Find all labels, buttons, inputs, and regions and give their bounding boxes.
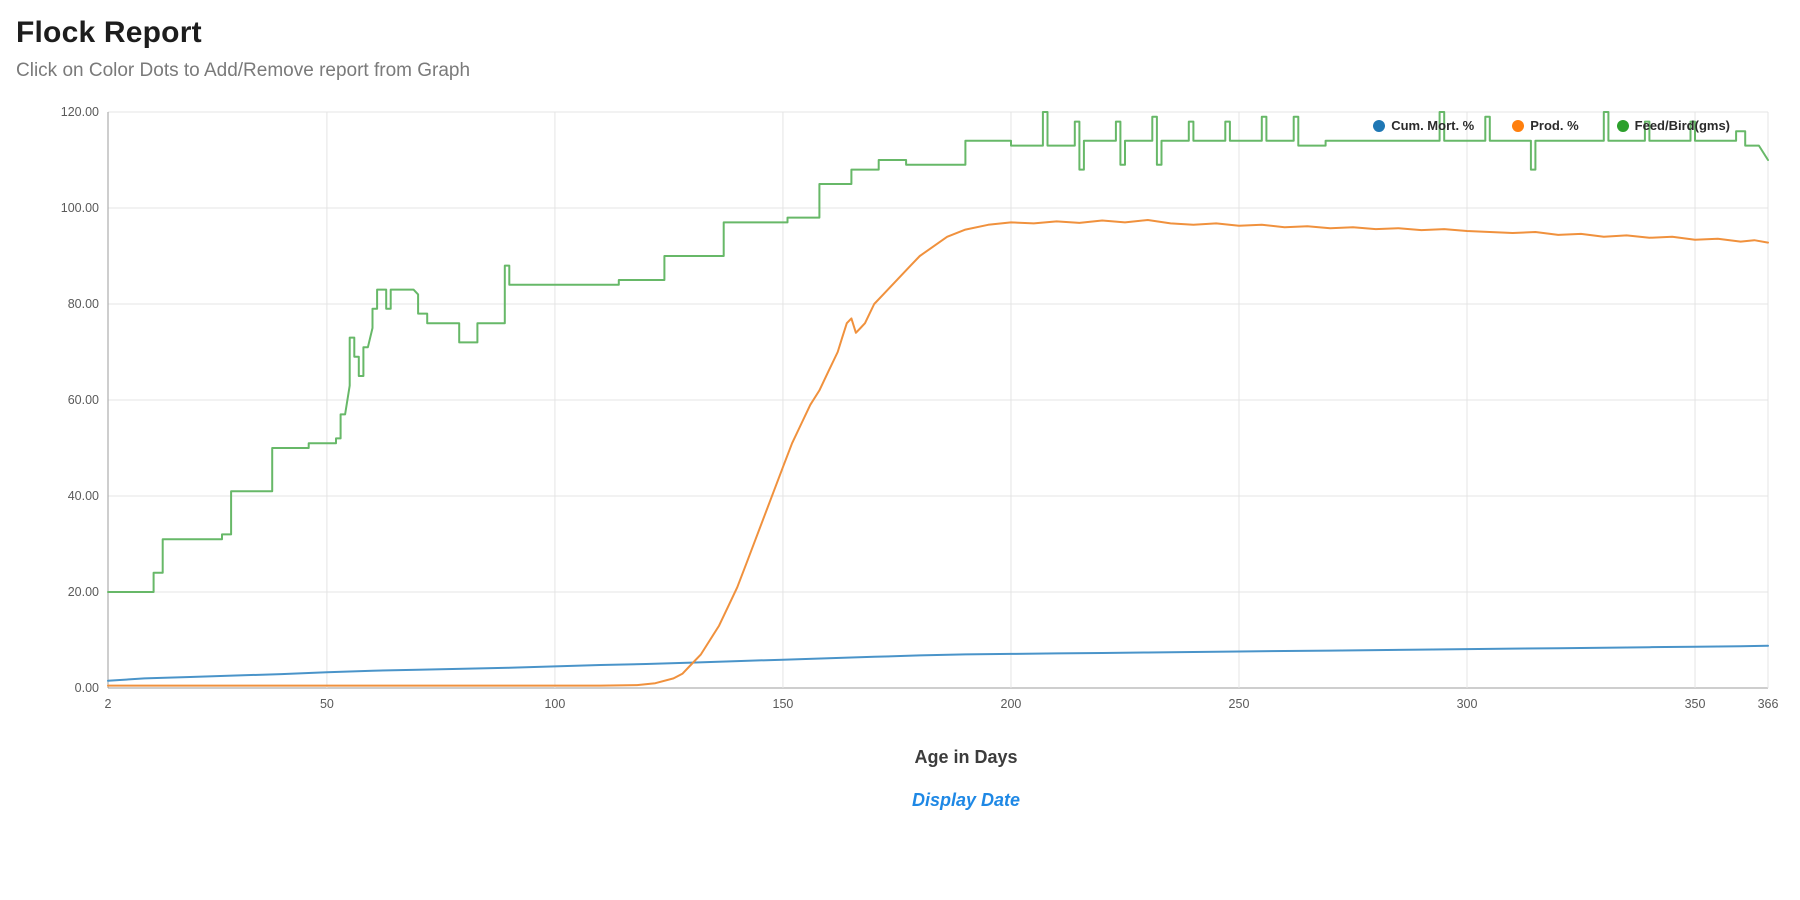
- display-date-container: Display Date: [126, 790, 1800, 811]
- legend-dot-prod-icon[interactable]: [1512, 119, 1525, 132]
- display-date-link[interactable]: Display Date: [911, 790, 1021, 810]
- series-line-prod: [107, 219, 1769, 687]
- y-tick-label: 0.00: [75, 681, 99, 695]
- legend-label-prod: Prod. %: [1530, 118, 1579, 133]
- legend-dot-cum-mort-icon[interactable]: [1373, 119, 1386, 132]
- legend-label-cum-mort: Cum. Mort. %: [1391, 118, 1475, 133]
- legend-item-cum-mort: Cum. Mort. %: [1373, 118, 1474, 133]
- y-tick-label: 80.00: [68, 297, 99, 311]
- page-title: Flock Report: [16, 16, 202, 49]
- x-tick-label: 350: [1685, 697, 1706, 711]
- series-line-cum-mort: [107, 644, 1769, 682]
- page-subtitle: Click on Color Dots to Add/Remove report…: [16, 60, 471, 81]
- chart-legend: Cum. Mort. % Prod. % Feed/Bird(gms): [1373, 118, 1730, 133]
- x-tick-label: 150: [773, 697, 794, 711]
- legend-dot-feed-bird-icon[interactable]: [1616, 119, 1629, 132]
- report-header: Flock Report Click on Color Dots to Add/…: [0, 0, 1800, 82]
- chart-area: Cum. Mort. % Prod. % Feed/Bird(gms) 0.00…: [0, 90, 1800, 811]
- x-tick-label: 200: [1001, 697, 1022, 711]
- x-tick-label: 100: [544, 697, 565, 711]
- y-tick-label: 100.00: [61, 201, 99, 215]
- y-tick-label: 40.00: [68, 489, 99, 503]
- x-tick-label: 250: [1229, 697, 1250, 711]
- legend-item-feed-bird: Feed/Bird(gms): [1616, 118, 1730, 133]
- x-tick-label: 300: [1457, 697, 1478, 711]
- x-tick-label: 366: [1758, 697, 1779, 711]
- y-tick-label: 60.00: [68, 393, 99, 407]
- x-tick-label: 50: [320, 697, 334, 711]
- series-line-feed-bird-gms: [107, 111, 1769, 593]
- legend-label-feed-bird: Feed/Bird(gms): [1634, 118, 1730, 133]
- legend-item-prod: Prod. %: [1512, 118, 1579, 133]
- x-tick-label: 2: [105, 697, 112, 711]
- y-tick-label: 20.00: [68, 585, 99, 599]
- y-tick-label: 120.00: [61, 105, 99, 119]
- x-axis-title: Age in Days: [914, 747, 1018, 767]
